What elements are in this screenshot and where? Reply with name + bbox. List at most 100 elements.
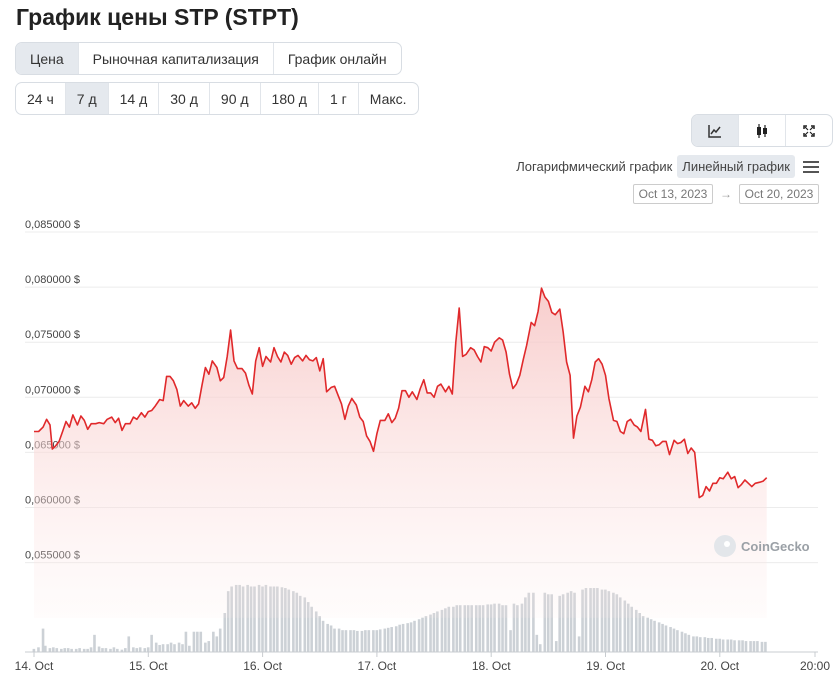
range-14d-button[interactable]: 14 д: [109, 83, 160, 114]
hamburger-menu-icon[interactable]: [803, 160, 819, 174]
volume-bar: [478, 605, 481, 652]
volume-bar: [676, 630, 679, 652]
fullscreen-button[interactable]: [786, 115, 832, 146]
volume-bar: [535, 634, 539, 652]
chart-view-toggle: [691, 114, 833, 147]
date-to-input[interactable]: [739, 184, 819, 204]
x-tick-label: 14. Oct: [15, 659, 54, 673]
volume-bar: [641, 616, 645, 652]
volume-bar: [241, 586, 245, 652]
tab-market-cap[interactable]: Рыночная капитализация: [79, 43, 274, 74]
line-chart-icon: [708, 124, 721, 138]
volume-bar: [706, 637, 710, 652]
volume-bar: [104, 648, 108, 652]
volume-bar: [146, 647, 150, 652]
volume-bar: [615, 594, 619, 652]
range-24h-button[interactable]: 24 ч: [16, 83, 66, 114]
volume-bar: [212, 631, 215, 652]
range-30d-button[interactable]: 30 д: [159, 83, 210, 114]
volume-bar: [600, 589, 604, 652]
volume-bar: [120, 649, 124, 652]
volume-bar: [78, 648, 81, 652]
volume-bar: [527, 592, 531, 652]
volume-bar: [181, 644, 184, 652]
volume-bar: [295, 592, 299, 652]
linear-scale-option[interactable]: Линейный график: [677, 155, 795, 178]
volume-bar: [581, 589, 584, 652]
volume-bar: [383, 628, 387, 652]
volume-bar: [86, 648, 89, 652]
volume-bar: [257, 584, 261, 652]
volume-bar: [349, 630, 352, 652]
volume-bar: [63, 648, 67, 652]
volume-bar: [710, 637, 713, 652]
volume-bar: [489, 604, 493, 652]
candlestick-chart-button[interactable]: [739, 115, 786, 146]
chart-title: График цены STP (STPT): [16, 4, 299, 30]
date-range: →: [633, 184, 819, 204]
volume-bar: [623, 600, 627, 652]
volume-bar: [378, 629, 382, 652]
volume-bar: [93, 634, 96, 652]
volume-bar: [584, 588, 588, 652]
volume-bar: [314, 611, 318, 652]
volume-bar: [618, 597, 622, 652]
volume-bar: [589, 588, 592, 652]
x-axis-labels: 14. Oct 15. Oct 16. Oct 17. Oct 18. Oct 19. O…: [15, 652, 830, 673]
volume-bar: [158, 644, 161, 652]
range-max-button[interactable]: Макс.: [369, 90, 407, 107]
tab-price[interactable]: Цена: [16, 43, 79, 74]
log-scale-option[interactable]: Логарифмический график: [516, 159, 673, 174]
date-from-input[interactable]: [633, 184, 713, 204]
volume-bar: [192, 631, 196, 652]
volume-bar: [470, 605, 473, 652]
volume-bar: [124, 648, 127, 652]
volume-bar: [253, 586, 256, 652]
volume-bar: [226, 591, 230, 652]
volume-bars: [32, 584, 767, 652]
volume-bar: [272, 586, 276, 652]
volume-bar: [306, 602, 310, 652]
range-7d-button[interactable]: 7 д: [65, 83, 109, 114]
volume-bar: [630, 606, 633, 652]
volume-bar: [269, 586, 272, 652]
volume-bar: [737, 640, 741, 652]
volume-bar: [135, 648, 139, 652]
x-tick-label: 16. Oct: [243, 659, 282, 673]
volume-bar: [199, 631, 203, 652]
volume-bar: [413, 620, 416, 652]
tab-live-chart[interactable]: График онлайн: [287, 50, 387, 67]
date-range-arrow: →: [720, 187, 732, 201]
line-chart-button[interactable]: [692, 115, 739, 146]
volume-bar: [41, 628, 45, 652]
volume-bar: [44, 645, 47, 652]
volume-bar: [569, 591, 573, 652]
range-180d-button[interactable]: 180 д: [261, 83, 319, 114]
volume-bar: [218, 628, 222, 652]
y-tick-label: 0,075000 $: [25, 329, 80, 341]
volume-bar: [592, 588, 596, 652]
volume-bar: [524, 597, 527, 652]
volume-bar: [516, 605, 519, 652]
volume-bar: [455, 605, 459, 652]
volume-bar: [166, 644, 169, 652]
range-90d-button[interactable]: 90 д: [210, 83, 261, 114]
price-area: [34, 288, 767, 618]
volume-bar: [249, 586, 253, 652]
volume-bar: [326, 623, 329, 652]
volume-bar: [367, 630, 371, 652]
volume-bar: [596, 588, 599, 652]
volume-bar: [154, 642, 158, 652]
coingecko-watermark: CoinGecko: [714, 535, 810, 557]
volume-bar: [432, 613, 436, 652]
range-1y-button[interactable]: 1 г: [319, 83, 359, 114]
volume-bar: [401, 623, 405, 652]
volume-bar: [756, 641, 759, 652]
volume-bar: [329, 625, 333, 652]
volume-bar: [634, 609, 638, 652]
volume-bar: [341, 630, 344, 652]
volume-bar: [749, 641, 752, 652]
volume-bar: [550, 594, 553, 652]
volume-bar: [246, 584, 249, 652]
volume-bar: [97, 646, 101, 652]
